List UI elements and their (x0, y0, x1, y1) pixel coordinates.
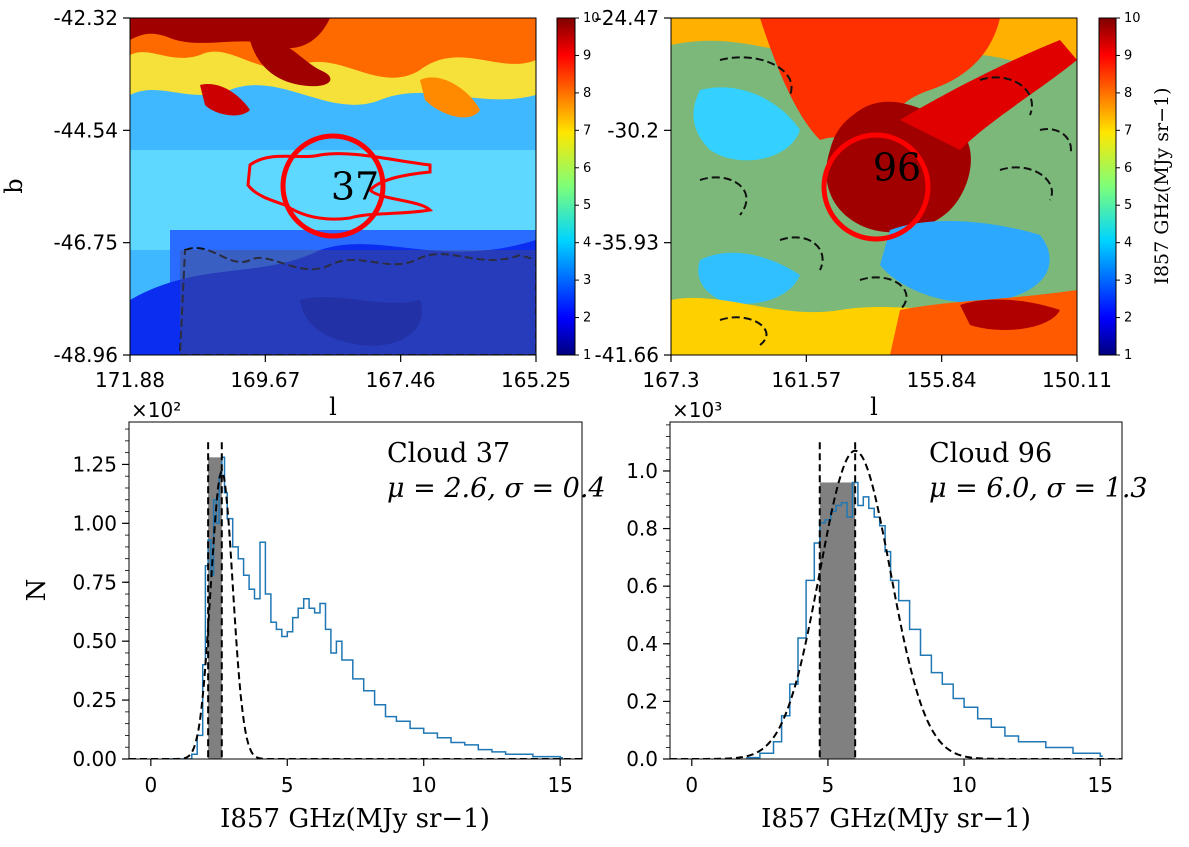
hist-96-stats: μ = 6.0, σ = 1.3 (929, 473, 1148, 504)
hist-96-axis-ticks: 0 5 10 15 0.0 0.2 0.4 0.6 0.8 1.0 (626, 424, 1113, 797)
hist-37-multiplier: ×10² (131, 398, 181, 422)
y-tick-label: 0.8 (626, 517, 658, 541)
y-tick-label: 0.00 (72, 747, 117, 771)
y-tick-label: 0.50 (72, 629, 117, 653)
colorbar-tick-label: 1 (583, 348, 591, 363)
y-tick-label: 0.75 (72, 570, 117, 594)
colorbar-tick-label: 7 (583, 123, 591, 138)
colorbar-tick-label: 5 (583, 198, 591, 213)
intensity-map-cloud-96 (671, 18, 1077, 355)
hist-96-multiplier: ×10³ (672, 398, 722, 422)
x-tick-label: 161.57 (771, 368, 841, 392)
histogram-panel-cloud-96: 0 5 10 15 0.0 0.2 0.4 0.6 0.8 1.0 ×10³ Cloud 96 μ… (626, 398, 1147, 834)
map-96-x-axis-label: l (870, 393, 878, 421)
x-tick-label: 171.88 (95, 368, 165, 392)
colorbar-tick-label: 10 (583, 11, 600, 26)
x-tick-label: 167.46 (366, 368, 436, 392)
x-tick-label: 5 (822, 773, 835, 797)
hist-37-shaded-region (208, 457, 222, 759)
hist-37-axis-ticks: 0 5 10 15 0.00 0.25 0.50 0.75 1.00 1.25 (72, 428, 573, 797)
y-tick-label: -44.54 (54, 118, 118, 142)
y-tick-label: 1.00 (72, 511, 117, 535)
y-tick-label: -24.47 (595, 6, 659, 30)
colorbar-tick-label: 2 (583, 311, 591, 326)
x-tick-label: 169.67 (230, 368, 300, 392)
map-panel-cloud-37: 37 171.88 169.67 167.46 165.25-42.32-44.54-… (0, 6, 600, 421)
y-tick-label: -48.96 (54, 343, 118, 367)
colorbar-tick-label: 9 (1124, 48, 1132, 63)
map-37-y-axis-label: b (0, 178, 28, 193)
colorbar-96-label: I857 GHz(MJy sr−1) (1151, 87, 1173, 284)
x-tick-label: 0 (144, 773, 157, 797)
y-tick-label: 0.25 (72, 688, 117, 712)
colorbar-tick-label: 6 (1124, 161, 1132, 176)
x-tick-label: 15 (1087, 773, 1112, 797)
hist-96-vlines (818, 442, 857, 759)
map-96-axis-ticks: 167.3 161.57 155.84 150.11 -24.47 -30.2 -35.93… (595, 6, 1112, 392)
y-tick-label: 0.6 (626, 574, 658, 598)
map-panel-cloud-96: 96 167.3 161.57 155.84 150.11-24.47-30.2-35… (595, 6, 1173, 421)
colorbar-tick-label: 7 (1124, 123, 1132, 138)
colorbar-tick-label: 8 (1124, 86, 1132, 101)
y-tick-label: -30.2 (607, 118, 659, 142)
hist-37-gaussian-fit (129, 470, 582, 759)
colorbar-tick-label: 2 (1124, 311, 1132, 326)
colorbar-tick-label: 1 (1124, 348, 1132, 363)
colorbar-tick-label: 3 (583, 273, 591, 288)
hist-37-y-axis-label: N (22, 579, 52, 602)
y-tick-label: -46.75 (54, 231, 118, 255)
y-tick-label: 0.0 (626, 747, 658, 771)
colorbar-tick-label: 5 (1124, 198, 1132, 213)
x-tick-label: 10 (951, 773, 976, 797)
hist-96-shaded-region (819, 482, 856, 759)
hist-37-cloud-name: Cloud 37 (387, 438, 510, 469)
y-tick-label: 1.25 (72, 452, 117, 476)
x-tick-label: 10 (411, 773, 436, 797)
y-tick-label: 0.2 (626, 689, 658, 713)
x-tick-label: 165.25 (501, 368, 571, 392)
y-tick-label: -41.66 (595, 343, 659, 367)
colorbar-96-ticks: 1 2 3 4 5 6 7 8 9 10 (1116, 11, 1141, 363)
histogram-panel-cloud-37: 0 5 10 15 0.00 0.25 0.50 0.75 1.00 1.25 ×10² Clou… (22, 398, 606, 834)
hist-37-stats: μ = 2.6, σ = 0.4 (387, 473, 606, 504)
y-tick-label: 1.0 (626, 459, 658, 483)
cloud-37-circle (280, 133, 386, 239)
x-tick-label: 150.11 (1042, 368, 1112, 392)
colorbar-tick-label: 4 (1124, 236, 1132, 251)
y-tick-label: 0.4 (626, 632, 658, 656)
map-37-x-axis-label: l (329, 393, 337, 421)
cloud-96-circle (821, 132, 931, 242)
colorbar-96 (1098, 17, 1117, 356)
map-37-axis-ticks: 171.88 169.67 167.46 165.25 -42.32 -44.54 -46.… (54, 6, 571, 392)
intensity-map-cloud-37 (130, 18, 536, 355)
hist-96-cloud-name: Cloud 96 (929, 438, 1052, 469)
x-tick-label: 155.84 (907, 368, 977, 392)
x-tick-label: 5 (281, 773, 294, 797)
colorbar-37-ticks: 1 2 3 4 5 6 7 8 9 10 (575, 11, 600, 363)
colorbar-tick-label: 3 (1124, 273, 1132, 288)
cloud-37-map-label: 37 (331, 165, 379, 209)
x-tick-label: 0 (685, 773, 698, 797)
colorbar-37 (556, 17, 576, 356)
cloud-96-map-label: 96 (873, 146, 921, 190)
hist-96-x-axis-label: I857 GHz(MJy sr−1) (761, 804, 1031, 834)
y-tick-label: -42.32 (54, 6, 118, 30)
hist-96-series (746, 481, 1103, 759)
hist-37-vlines (207, 442, 223, 759)
x-tick-label: 15 (547, 773, 572, 797)
colorbar-tick-label: 9 (583, 48, 591, 63)
colorbar-tick-label: 6 (583, 161, 591, 176)
hist-37-x-axis-label: I857 GHz(MJy sr−1) (220, 804, 490, 834)
x-tick-label: 167.3 (642, 368, 699, 392)
colorbar-tick-label: 4 (583, 236, 591, 251)
colorbar-tick-label: 8 (583, 86, 591, 101)
colorbar-tick-label: 10 (1124, 11, 1141, 26)
y-tick-label: -35.93 (595, 231, 659, 255)
